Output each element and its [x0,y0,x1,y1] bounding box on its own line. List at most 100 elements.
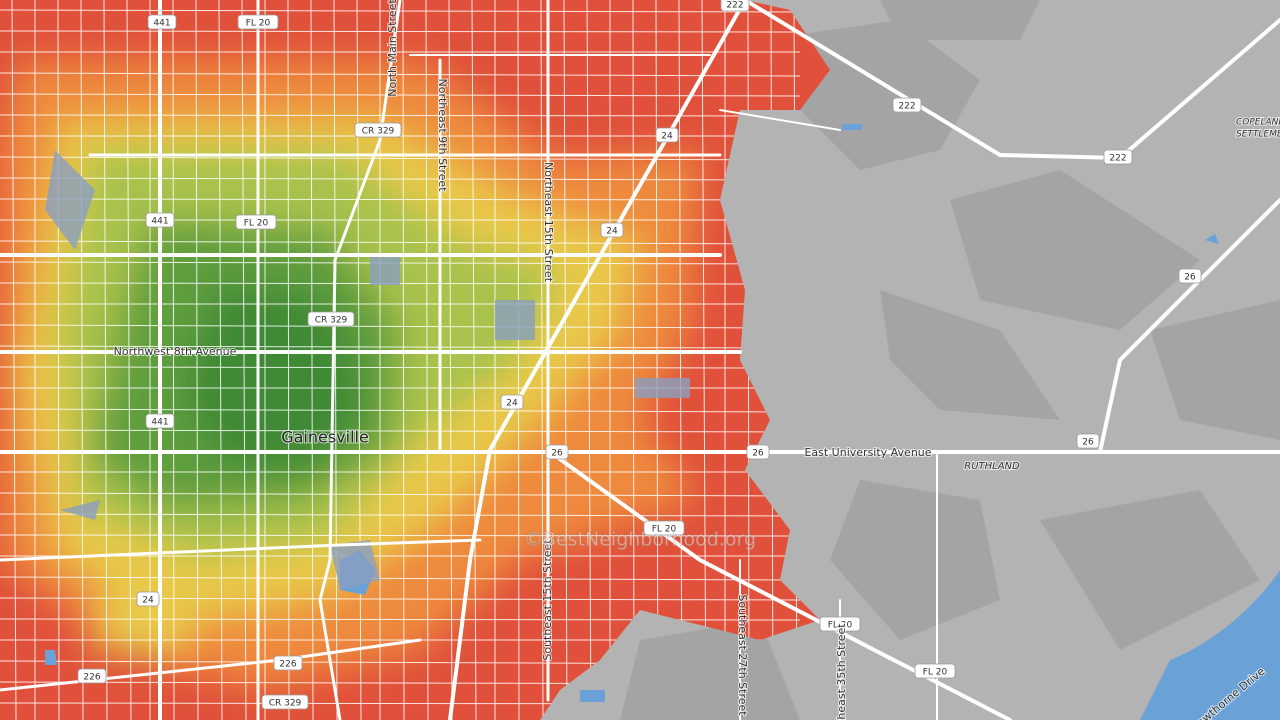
shield-label: FL 20 [652,525,677,535]
minor-street [0,597,801,601]
terrain [620,0,1280,720]
shield [307,311,355,327]
minor-street [0,72,801,77]
shield [892,97,922,113]
shield-label: FL 20 [244,219,269,229]
street-label: East University Avenue [804,446,931,459]
shield-label: CR 329 [269,699,302,709]
minor-street [310,0,314,720]
minor-street [0,177,801,181]
minor-street [333,0,338,720]
minor-street [103,0,108,720]
shield [136,591,160,607]
minor-street [195,0,199,720]
street-label: Northeast 9th Street [436,78,449,192]
shield [545,444,569,460]
minor-street [0,324,801,329]
shield [720,0,750,12]
place-label: SETTLEMENT [1236,130,1280,140]
shield [655,127,679,143]
shield-label: 24 [606,227,618,237]
shield-label: FL 20 [923,668,948,678]
shield [819,616,861,632]
minor-street [0,576,801,581]
shield [273,655,303,671]
shield-label: 441 [151,217,168,227]
shield [600,222,624,238]
minor-street [586,0,592,720]
minor-street [0,9,801,13]
minor-street [0,345,801,349]
street-label: Southeast 27th Street [736,594,749,716]
shield [1076,433,1100,449]
shield-label: 24 [661,132,673,142]
shield [1178,268,1202,284]
minor-street [563,0,568,720]
shield-label: 24 [142,596,154,606]
shield [914,663,956,679]
minor-street [0,429,801,433]
shield-label: 441 [151,418,168,428]
minor-street [448,0,453,720]
shield-label: 26 [752,449,764,459]
minor-street [0,93,801,97]
shield-label: 24 [506,399,518,409]
street-label: North Main Street [386,0,399,97]
shield-label: CR 329 [362,127,395,137]
shield [500,394,524,410]
minor-street [0,366,801,369]
minor-street [0,156,801,161]
shield [643,520,685,536]
place-label: Gainesville [281,428,369,447]
shield-label: 26 [1184,273,1196,283]
minor-street [0,492,801,497]
shield [145,413,175,429]
minor-street [0,408,801,413]
place-label: COPELAND [1236,118,1280,128]
shield-label: 441 [153,19,170,29]
minor-street [0,198,801,201]
minor-street [11,0,17,720]
shield-label: 222 [1109,154,1126,164]
street-label: Northwest 8th Avenue [114,345,237,358]
minor-street [57,0,60,720]
watermark: ©BestNeighborhood.org [524,529,756,551]
minor-street [0,114,801,117]
shield [77,668,107,684]
shield [354,122,402,138]
shields: 441 FL 20 222 222 222 CR 329 441 FL 20 24 24 CR 32… [77,0,1202,710]
shield-label: 222 [898,102,915,112]
shield [235,214,277,230]
minor-street [172,0,175,720]
shield-label: 26 [1082,438,1094,448]
place-label: RUTHLAND [964,461,1020,472]
shield-label: 26 [551,449,563,459]
minor-street [425,0,429,720]
shield [746,444,770,460]
street-label: Southeast 15th Street [541,539,554,661]
shield-label: FL 20 [828,621,853,631]
minor-street [517,0,520,720]
minor-street [402,0,405,720]
shield-label: 226 [83,673,100,683]
street-label: Northeast 15th Street [542,162,555,283]
shield [261,694,309,710]
minor-street [0,513,801,517]
minor-street [471,0,477,720]
minor-street [287,0,290,720]
street-label: Southeast 35th Street [835,623,848,720]
minor-street [0,30,801,33]
minor-street [0,240,801,245]
minor-street [356,0,362,720]
shield-label: 222 [726,1,743,11]
minor-street [126,0,132,720]
shield [237,14,279,30]
minor-street [80,0,84,720]
shield [145,212,175,228]
shield-label: FL 20 [246,19,271,29]
shield [1103,149,1133,165]
shield-label: 226 [279,660,296,670]
minor-street [218,0,223,720]
